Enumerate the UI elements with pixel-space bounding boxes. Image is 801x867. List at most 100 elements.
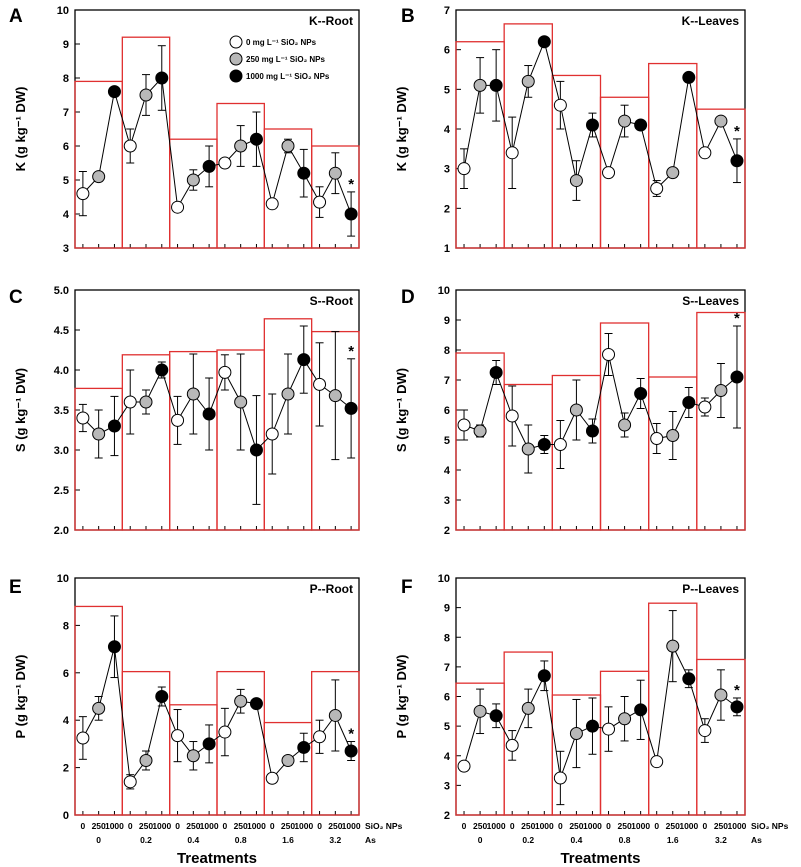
data-point: [155, 363, 169, 377]
data-point: [602, 348, 616, 361]
group-mean-bar: [455, 352, 505, 531]
x-dose-label: 1000: [679, 821, 698, 831]
data-point: [186, 749, 200, 763]
x-dose-label: 0: [606, 821, 611, 831]
y-tick-label: 3.5: [54, 405, 69, 417]
data-point: [249, 443, 263, 457]
panel-title: K--Leaves: [682, 14, 740, 28]
y-tick-label: 2.5: [54, 485, 69, 497]
data-point: [218, 365, 232, 379]
data-point: [457, 759, 471, 773]
significance-asterisk: *: [734, 682, 740, 699]
data-point: [618, 114, 632, 128]
data-point: [139, 88, 153, 102]
y-tick-label: 10: [57, 5, 69, 17]
panel-letter: B: [401, 6, 415, 27]
y-tick-label: 4: [444, 124, 451, 136]
data-point: [698, 724, 712, 738]
y-tick-label: 8: [444, 632, 450, 644]
panel-letter: D: [401, 287, 415, 308]
data-point: [107, 85, 121, 99]
group-mean-bar: [74, 80, 123, 249]
x-dose-label: 0: [175, 821, 180, 831]
data-point: [521, 701, 535, 715]
legend-label: 250 mg L⁻¹ SiO₂ NPs: [246, 55, 325, 64]
y-tick-label: 9: [444, 315, 450, 327]
panel-title: P--Root: [310, 582, 353, 596]
y-tick-label: 0: [63, 810, 69, 822]
x-dose-label: 1000: [294, 821, 313, 831]
x-dose-label: 1000: [342, 821, 361, 831]
x-dose-label: 250: [139, 821, 153, 831]
data-point: [521, 74, 535, 88]
data-point: [569, 727, 583, 741]
x-dose-label: 1000: [728, 821, 747, 831]
panel-letter: A: [9, 6, 23, 27]
y-tick-label: 5.0: [54, 285, 69, 297]
data-point: [682, 396, 696, 409]
data-point: [585, 424, 599, 438]
x-group-label: 0.2: [140, 835, 152, 845]
y-axis-label: S (g kg⁻¹ DW): [394, 368, 409, 452]
data-point: [537, 669, 551, 683]
x-dose-label: 1000: [247, 821, 266, 831]
y-tick-label: 4: [63, 715, 70, 727]
x-dose-label: 0: [81, 821, 86, 831]
data-point: [186, 387, 200, 401]
data-point: [265, 771, 279, 785]
y-tick-label: 9: [444, 603, 450, 615]
data-point: [634, 118, 648, 132]
data-point: [569, 403, 583, 417]
x-dose-label: 250: [617, 821, 631, 831]
legend-marker: [229, 69, 243, 83]
data-point: [202, 737, 216, 751]
data-point: [218, 156, 232, 170]
x-dose-label: 250: [186, 821, 200, 831]
data-point: [186, 173, 200, 187]
x-dose-label: 1000: [105, 821, 124, 831]
data-point: [281, 753, 295, 767]
data-point: [618, 418, 632, 432]
data-point: [92, 427, 106, 441]
x-dose-label: 1000: [631, 821, 650, 831]
x-dose-label: 0: [702, 821, 707, 831]
y-tick-label: 4.0: [54, 365, 69, 377]
significance-asterisk: *: [734, 123, 740, 140]
data-point: [553, 98, 567, 112]
y-tick-label: 7: [444, 375, 450, 387]
data-point: [92, 170, 106, 184]
data-point: [505, 738, 519, 752]
x-dose-label: 250: [666, 821, 680, 831]
x-dose-label: 1000: [583, 821, 602, 831]
panel-letter: F: [401, 577, 413, 598]
data-point: [650, 432, 664, 445]
x-dose-label: 1000: [152, 821, 171, 831]
y-tick-label: 3: [444, 780, 450, 792]
data-point: [297, 166, 311, 180]
significance-asterisk: *: [348, 726, 354, 743]
data-point: [234, 395, 248, 409]
data-point: [328, 166, 342, 180]
data-point: [489, 709, 503, 723]
y-tick-label: 8: [63, 620, 69, 632]
y-tick-label: 7: [63, 107, 69, 119]
data-point: [650, 755, 664, 769]
data-point: [553, 438, 567, 451]
y-tick-label: 2: [444, 203, 450, 215]
y-tick-label: 2: [444, 525, 450, 537]
data-point: [698, 146, 712, 160]
data-point: [171, 729, 185, 743]
x-group-label: 0.8: [619, 835, 631, 845]
y-tick-label: 4: [444, 465, 451, 477]
y-tick-label: 10: [438, 285, 450, 297]
x-dose-label: 250: [569, 821, 583, 831]
y-axis-label: S (g kg⁻¹ DW): [13, 368, 28, 452]
data-point: [553, 771, 567, 785]
x-group-label: 0.8: [235, 835, 247, 845]
data-point: [602, 722, 616, 736]
data-point: [521, 442, 535, 456]
group-mean-bar: [169, 138, 218, 249]
y-tick-label: 3: [444, 164, 450, 176]
